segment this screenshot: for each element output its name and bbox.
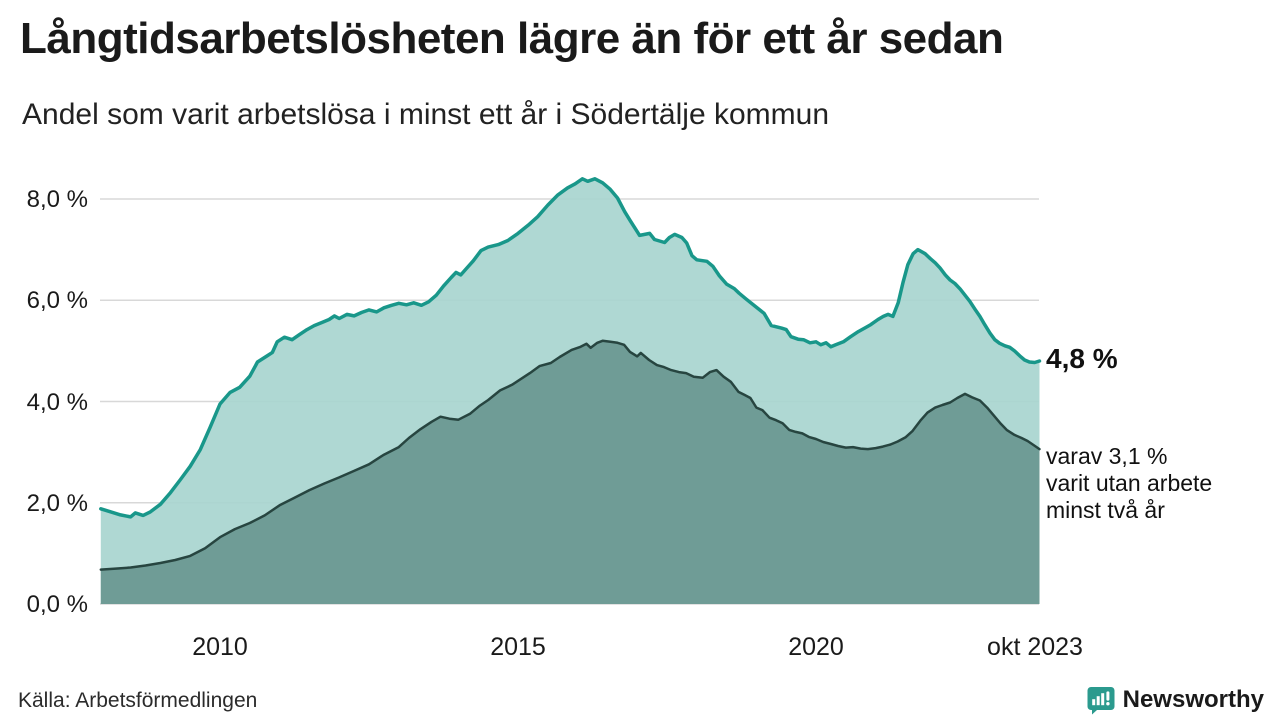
page-subtitle: Andel som varit arbetslösa i minst ett å… — [22, 98, 829, 131]
logo-exclamation — [1106, 691, 1110, 701]
secondary-annotation-line: minst två år — [1046, 497, 1165, 524]
logo-bar — [1091, 699, 1095, 706]
end-value-annotation: 4,8 % — [1046, 343, 1118, 374]
y-tick-label: 4,0 % — [26, 388, 88, 416]
newsworthy-logo: Newsworthy — [1086, 685, 1264, 715]
logo-bar — [1096, 696, 1100, 706]
x-tick-label: 2010 — [192, 633, 248, 661]
secondary-annotation-line: varit utan arbete — [1046, 470, 1213, 497]
x-tick-label: 2015 — [490, 633, 546, 661]
logo-exclamation-dot — [1105, 702, 1110, 706]
x-tick-label: okt 2023 — [987, 633, 1083, 661]
y-tick-label: 2,0 % — [26, 489, 88, 517]
logo-bar — [1100, 693, 1104, 706]
series-line — [99, 339, 1041, 571]
secondary-annotation-line: varav 3,1 % — [1046, 443, 1168, 470]
page-title: Långtidsarbetslösheten lägre än för ett … — [20, 14, 1004, 63]
newsworthy-logo-icon — [1087, 687, 1115, 715]
series-area — [100, 340, 1040, 604]
source-attribution: Källa: Arbetsförmedlingen — [18, 689, 258, 712]
y-tick-label: 0,0 % — [26, 591, 88, 618]
secondary-annotation: varav 3,1 % varit utan arbete minst två … — [1046, 443, 1212, 524]
y-tick-label: 6,0 % — [26, 287, 88, 315]
y-tick-label: 8,0 % — [26, 186, 88, 213]
x-tick-label: 2020 — [788, 633, 844, 661]
brand-name: Newsworthy — [1122, 686, 1264, 713]
series-line — [99, 177, 1042, 519]
